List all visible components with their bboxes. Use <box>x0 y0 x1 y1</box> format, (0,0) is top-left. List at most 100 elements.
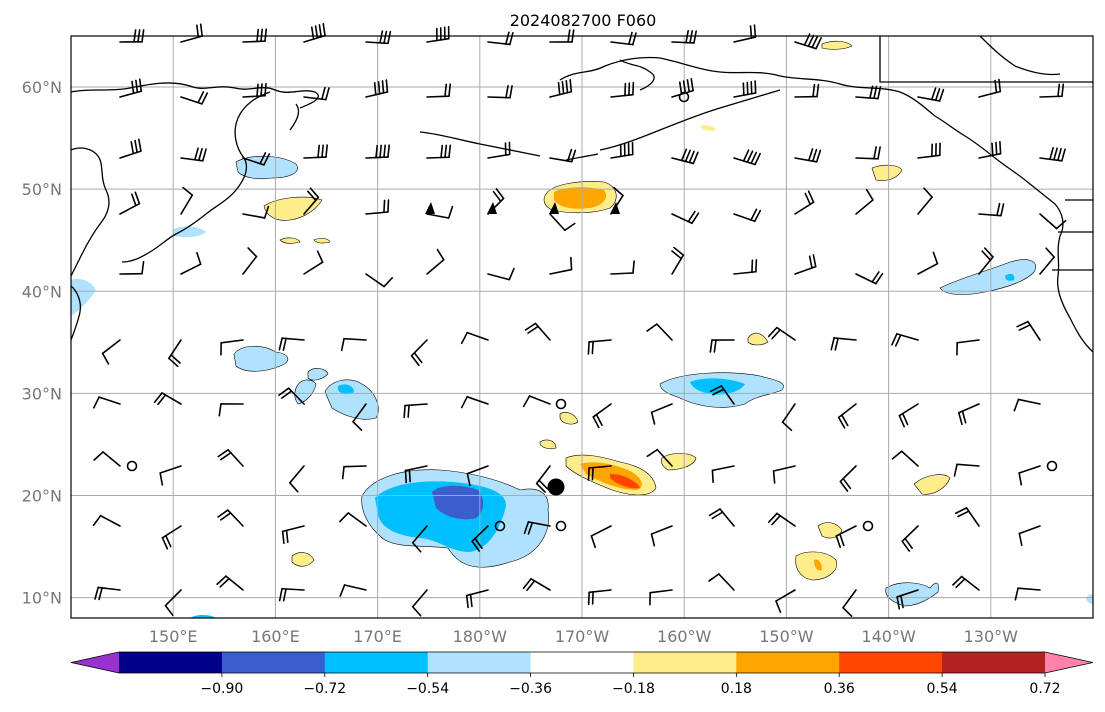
anomaly-region <box>690 378 745 395</box>
wind-barb <box>978 78 1002 98</box>
station-circle <box>678 91 690 103</box>
storm-center-marker <box>547 478 565 496</box>
colorbar-segment <box>530 652 634 673</box>
wind-barb <box>242 205 270 219</box>
wind-barb <box>303 187 320 215</box>
wind-barb <box>733 258 758 275</box>
wind-barb <box>901 525 919 552</box>
wind-barb <box>549 78 573 98</box>
longitude-label: 160°W <box>657 627 712 646</box>
wind-barb <box>953 463 980 477</box>
wind-barb <box>487 31 514 46</box>
wind-barb <box>426 25 450 43</box>
wind-barb <box>365 199 390 215</box>
wind-barb <box>610 81 635 98</box>
wind-barb <box>404 465 428 484</box>
longitude-labels: 150°E 160°E 170°E 180°W 170°W 160°W 150°W 140°W… <box>149 627 1018 646</box>
figure-title: 2024082700 F060 <box>510 11 657 30</box>
anomaly-region <box>190 615 216 618</box>
anomaly-region <box>559 412 579 425</box>
wind-barb <box>365 79 389 98</box>
colorbar-tick-label: −0.54 <box>406 681 449 697</box>
wind-barb <box>365 30 392 45</box>
wind-barb <box>709 339 735 353</box>
colorbar-segment <box>942 652 1046 673</box>
wind-barb <box>278 587 305 602</box>
wind-barb <box>426 248 445 275</box>
wind-barb <box>426 144 452 159</box>
wind-barb <box>733 80 757 98</box>
anomaly-fills <box>71 40 1093 618</box>
wind-barb <box>487 84 513 99</box>
anomaly-region <box>885 582 939 607</box>
wind-barbs <box>92 22 1067 617</box>
longitude-label: 150°E <box>149 627 198 646</box>
longitude-label: 170°E <box>353 627 402 646</box>
wind-barb <box>365 144 390 159</box>
wind-barb <box>794 83 820 98</box>
wind-barb <box>303 144 328 159</box>
wind-barb <box>549 256 573 275</box>
latitude-label: 20°N <box>22 486 62 505</box>
wind-barb <box>954 507 980 527</box>
wind-barb <box>487 141 511 159</box>
wind-barb <box>460 396 489 409</box>
colorbar-tick-label: 0.18 <box>721 681 752 697</box>
wind-barb <box>303 86 330 101</box>
wind-barb <box>839 465 857 492</box>
anomaly-region <box>71 278 96 316</box>
wind-barb <box>460 331 489 345</box>
station-markers <box>126 91 1058 532</box>
wind-barb <box>650 525 673 547</box>
wind-pennant <box>487 202 497 214</box>
wind-barb <box>216 575 244 591</box>
wind-barb <box>855 271 884 285</box>
wind-barb <box>709 385 735 405</box>
station-circle <box>555 398 567 410</box>
wind-barb <box>649 589 673 606</box>
wind-barb <box>1014 587 1041 601</box>
wind-barb <box>590 525 612 549</box>
wind-barb <box>180 147 207 162</box>
wind-barb <box>1016 320 1041 341</box>
wind-barb <box>794 190 815 215</box>
wind-barb <box>159 465 182 486</box>
longitude-label: 150°W <box>759 627 814 646</box>
anomaly-region <box>821 40 853 50</box>
anomaly-region <box>539 439 557 450</box>
wind-barb <box>587 589 612 606</box>
wind-pennant <box>549 202 559 214</box>
wind-barb <box>220 339 244 356</box>
anomaly-region <box>313 237 331 244</box>
wind-barb <box>217 449 244 467</box>
latitude-labels: 60°N 50°N 40°N 30°N 20°N 10°N <box>22 78 62 608</box>
wind-barb <box>1039 83 1065 98</box>
wind-barb <box>711 465 735 484</box>
wind-barb <box>917 142 941 159</box>
wind-barb <box>523 521 551 535</box>
wind-barb <box>217 509 244 527</box>
wind-barb <box>341 465 367 480</box>
wind-barb <box>587 465 612 481</box>
anomaly-region <box>338 384 354 395</box>
wind-barb <box>587 339 612 355</box>
colorbar-segment <box>839 652 943 673</box>
colorbar-segment <box>324 652 429 673</box>
colorbar-tick-label: 0.54 <box>927 681 958 697</box>
wind-barb <box>733 208 762 223</box>
wind-barb <box>917 87 945 102</box>
colorbar-segment <box>633 652 737 673</box>
wind-barb <box>471 525 489 552</box>
wind-barb <box>161 525 182 550</box>
wind-pennant <box>425 202 435 214</box>
wind-barb <box>303 250 324 275</box>
wind-barb <box>978 202 1005 217</box>
wind-barb <box>896 589 919 610</box>
wind-barb <box>426 205 454 219</box>
wind-barb <box>855 146 881 160</box>
anomaly-region <box>554 187 607 209</box>
anomaly-region <box>291 552 315 567</box>
latitude-label: 50°N <box>22 180 62 199</box>
station-circle <box>494 520 506 532</box>
anomaly-region <box>913 474 951 495</box>
